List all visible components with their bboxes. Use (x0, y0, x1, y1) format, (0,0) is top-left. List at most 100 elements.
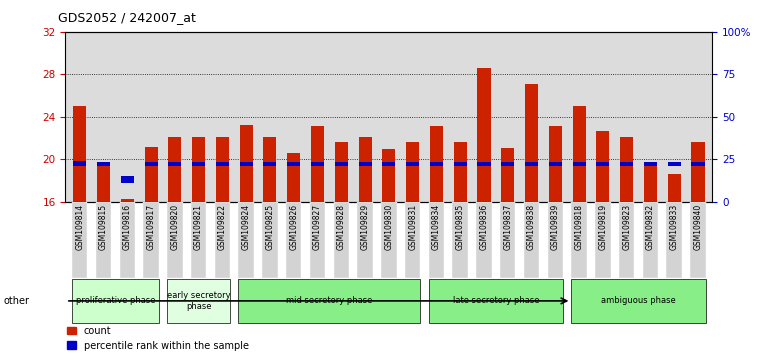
Text: GSM109837: GSM109837 (504, 204, 512, 250)
Bar (169, 137, 182, 202)
Text: GSM109831: GSM109831 (408, 204, 417, 250)
Text: mid secretory phase: mid secretory phase (286, 296, 373, 306)
Bar (239, 162, 253, 166)
Bar (167, 202, 182, 278)
Bar (406, 142, 419, 202)
Bar (524, 202, 539, 278)
Bar (286, 202, 302, 278)
Bar (429, 279, 563, 323)
Text: other: other (4, 296, 30, 306)
Bar (310, 202, 325, 278)
Text: GSM109840: GSM109840 (694, 204, 702, 250)
Bar (595, 202, 611, 278)
Bar (143, 202, 159, 278)
Bar (620, 137, 633, 202)
Bar (216, 137, 229, 202)
Text: GSM109821: GSM109821 (194, 204, 203, 250)
Bar (311, 162, 324, 166)
Bar (381, 202, 397, 278)
Bar (501, 162, 514, 166)
Bar (311, 126, 324, 202)
Bar (454, 162, 467, 166)
Text: GSM109833: GSM109833 (670, 204, 678, 250)
Bar (477, 162, 490, 166)
Bar (691, 162, 705, 166)
Bar (525, 162, 538, 166)
Bar (216, 162, 229, 166)
Text: GSM109829: GSM109829 (360, 204, 370, 250)
Text: early secretory
phase: early secretory phase (167, 291, 230, 310)
Bar (119, 202, 135, 278)
Text: ambiguous phase: ambiguous phase (601, 296, 676, 306)
Bar (571, 279, 706, 323)
Bar (453, 202, 468, 278)
Text: GSM109819: GSM109819 (598, 204, 608, 250)
Bar (359, 137, 372, 202)
Bar (668, 162, 681, 166)
Bar (383, 162, 395, 166)
Bar (72, 202, 88, 278)
Bar (620, 162, 633, 166)
Bar (239, 279, 420, 323)
Text: proliferative phase: proliferative phase (75, 296, 155, 306)
Text: GSM109814: GSM109814 (75, 204, 84, 250)
Bar (383, 149, 395, 202)
Bar (643, 202, 658, 278)
Bar (571, 202, 587, 278)
Text: GSM109836: GSM109836 (480, 204, 488, 250)
Bar (405, 202, 420, 278)
Bar (454, 142, 467, 202)
Bar (263, 162, 276, 166)
Bar (549, 126, 562, 202)
Bar (95, 202, 111, 278)
Text: GSM109816: GSM109816 (122, 204, 132, 250)
Bar (97, 162, 110, 166)
Bar (476, 202, 492, 278)
Bar (644, 164, 657, 202)
Text: GSM109820: GSM109820 (170, 204, 179, 250)
Text: GSM109817: GSM109817 (146, 204, 156, 250)
Bar (239, 202, 254, 278)
Text: GSM109823: GSM109823 (622, 204, 631, 250)
Text: GSM109827: GSM109827 (313, 204, 322, 250)
Bar (500, 202, 515, 278)
Bar (263, 202, 278, 278)
Bar (619, 202, 634, 278)
Bar (287, 162, 300, 166)
Text: GDS2052 / 242007_at: GDS2052 / 242007_at (58, 11, 196, 24)
Bar (573, 162, 586, 166)
Text: GSM109826: GSM109826 (290, 204, 298, 250)
Bar (596, 162, 609, 166)
Text: GSM109822: GSM109822 (218, 204, 227, 250)
Text: GSM109830: GSM109830 (384, 204, 393, 250)
Bar (430, 162, 443, 166)
Bar (287, 153, 300, 202)
Bar (72, 279, 159, 323)
Legend: count, percentile rank within the sample: count, percentile rank within the sample (62, 322, 253, 354)
Bar (668, 174, 681, 202)
Bar (667, 202, 682, 278)
Text: GSM109834: GSM109834 (432, 204, 441, 250)
Bar (335, 162, 348, 166)
Bar (429, 202, 444, 278)
Bar (97, 165, 110, 202)
Bar (690, 202, 706, 278)
Bar (239, 125, 253, 202)
Bar (333, 202, 349, 278)
Bar (335, 142, 348, 202)
Bar (191, 202, 206, 278)
Bar (406, 162, 419, 166)
Text: GSM109825: GSM109825 (266, 204, 274, 250)
Bar (357, 202, 373, 278)
Bar (73, 161, 86, 166)
Bar (525, 84, 538, 202)
Bar (549, 162, 562, 166)
Bar (596, 131, 609, 202)
Bar (145, 147, 158, 202)
Bar (192, 137, 205, 202)
Bar (169, 162, 182, 166)
Bar (430, 126, 443, 202)
Text: GSM109824: GSM109824 (242, 204, 251, 250)
Bar (167, 279, 230, 323)
Text: GSM109818: GSM109818 (574, 204, 584, 250)
